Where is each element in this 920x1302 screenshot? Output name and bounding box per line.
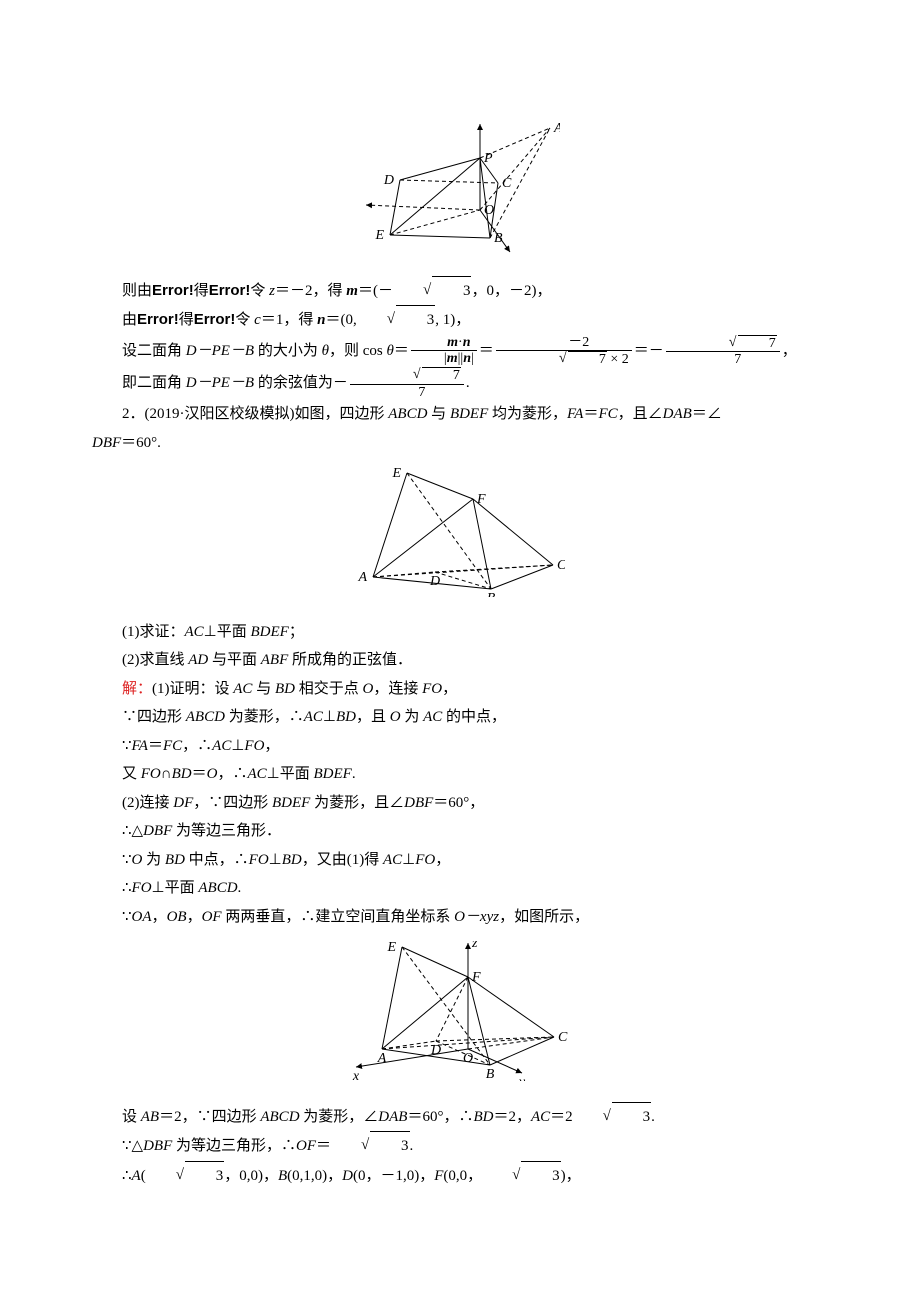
diagram-3: Ez F A D OB Cx y [350,941,570,1081]
fraction-num: －27 × 2 [494,335,634,368]
text-line-3: 设二面角 D－PE－B 的大小为 θ，则 cos θ＝m·n|m||n|＝－27… [92,335,828,368]
solution-line-12: ∴A(3，0,0)，B(0,1,0)，D(0，－1,0)，F(0,0，3)， [92,1161,828,1191]
solution-line-1: 解：(1)证明：设 AC 与 BD 相交于点 O，连接 FO， [92,675,828,704]
text-line-4: 即二面角 D－PE－B 的余弦值为－77. [92,367,828,400]
fraction-sqrt7-2: 77 [348,367,466,400]
page: z A P D Cx O E By 则由Error!得Error!令 z＝－2，得 m＝(－3… [0,0,920,1250]
svg-text:C: C [557,558,565,573]
svg-text:D: D [429,574,440,589]
svg-text:y: y [517,1075,526,1081]
text-line-1: 则由Error!得Error!令 z＝－2，得 m＝(－3，0，－2)， [92,276,828,306]
svg-text:x: x [352,1069,360,1081]
diagram-1: z A P D Cx O E By [360,120,560,255]
solution-line-6: ∴△DBF 为等边三角形． [92,817,828,846]
figure-1: z A P D Cx O E By [92,120,828,266]
svg-text:F: F [471,970,481,985]
svg-text:B: B [487,591,496,597]
diagram-2: E F A D B C [355,467,565,597]
fraction-sqrt7: 77 [664,335,782,368]
problem-2-cont: DBF＝60°. [92,429,828,458]
solution-line-4: 又 FO∩BD＝O，∴AC⊥平面 BDEF. [92,760,828,789]
solution-line-2: ∵四边形 ABCD 为菱形，∴AC⊥BD，且 O 为 AC 的中点， [92,703,828,732]
figure-3: Ez F A D OB Cx y [92,941,828,1092]
svg-text:E: E [374,228,384,243]
svg-text:O: O [484,203,494,218]
svg-text:y: y [505,254,514,255]
solution-line-9: ∵OA，OB，OF 两两垂直，∴建立空间直角坐标系 O－xyz，如图所示， [92,903,828,932]
svg-text:O: O [463,1051,473,1066]
question-2: (2)求直线 AD 与平面 ABF 所成角的正弦值． [92,646,828,675]
text-line-2: 由Error!得Error!令 c＝1，得 n＝(0,3, 1)， [92,305,828,335]
svg-text:E: E [391,467,401,481]
svg-text:D: D [430,1043,441,1058]
svg-text:x: x [360,198,361,213]
solution-line-10: 设 AB＝2，∵四边形 ABCD 为菱形，∠DAB＝60°，∴BD＝2，AC＝2… [92,1102,828,1132]
svg-text:C: C [502,176,512,191]
svg-text:A: A [377,1051,387,1066]
svg-text:z: z [476,120,483,124]
svg-text:E: E [386,941,396,955]
svg-text:A: A [357,570,367,585]
svg-text:F: F [476,492,486,507]
svg-text:B: B [494,231,503,246]
svg-text:D: D [383,173,394,188]
figure-2: E F A D B C [92,467,828,608]
question-1: (1)求证：AC⊥平面 BDEF； [92,618,828,647]
svg-text:z: z [471,941,478,951]
solution-line-7: ∵O 为 BD 中点，∴FO⊥BD，又由(1)得 AC⊥FO， [92,846,828,875]
solution-label: 解： [122,681,152,697]
solution-line-11: ∵△DBF 为等边三角形，∴OF＝3. [92,1131,828,1161]
problem-2: 2．(2019·汉阳区校级模拟)如图，四边形 ABCD 与 BDEF 均为菱形，… [92,400,828,429]
svg-text:B: B [486,1067,495,1081]
svg-text:P: P [483,151,493,166]
solution-line-5: (2)连接 DF，∵四边形 BDEF 为菱形，且∠DBF＝60°， [92,789,828,818]
fraction-mn: m·n|m||n| [409,335,479,367]
svg-text:C: C [558,1030,568,1045]
svg-text:A: A [553,121,560,136]
solution-line-8: ∴FO⊥平面 ABCD. [92,874,828,903]
solution-line-3: ∵FA＝FC，∴AC⊥FO， [92,732,828,761]
